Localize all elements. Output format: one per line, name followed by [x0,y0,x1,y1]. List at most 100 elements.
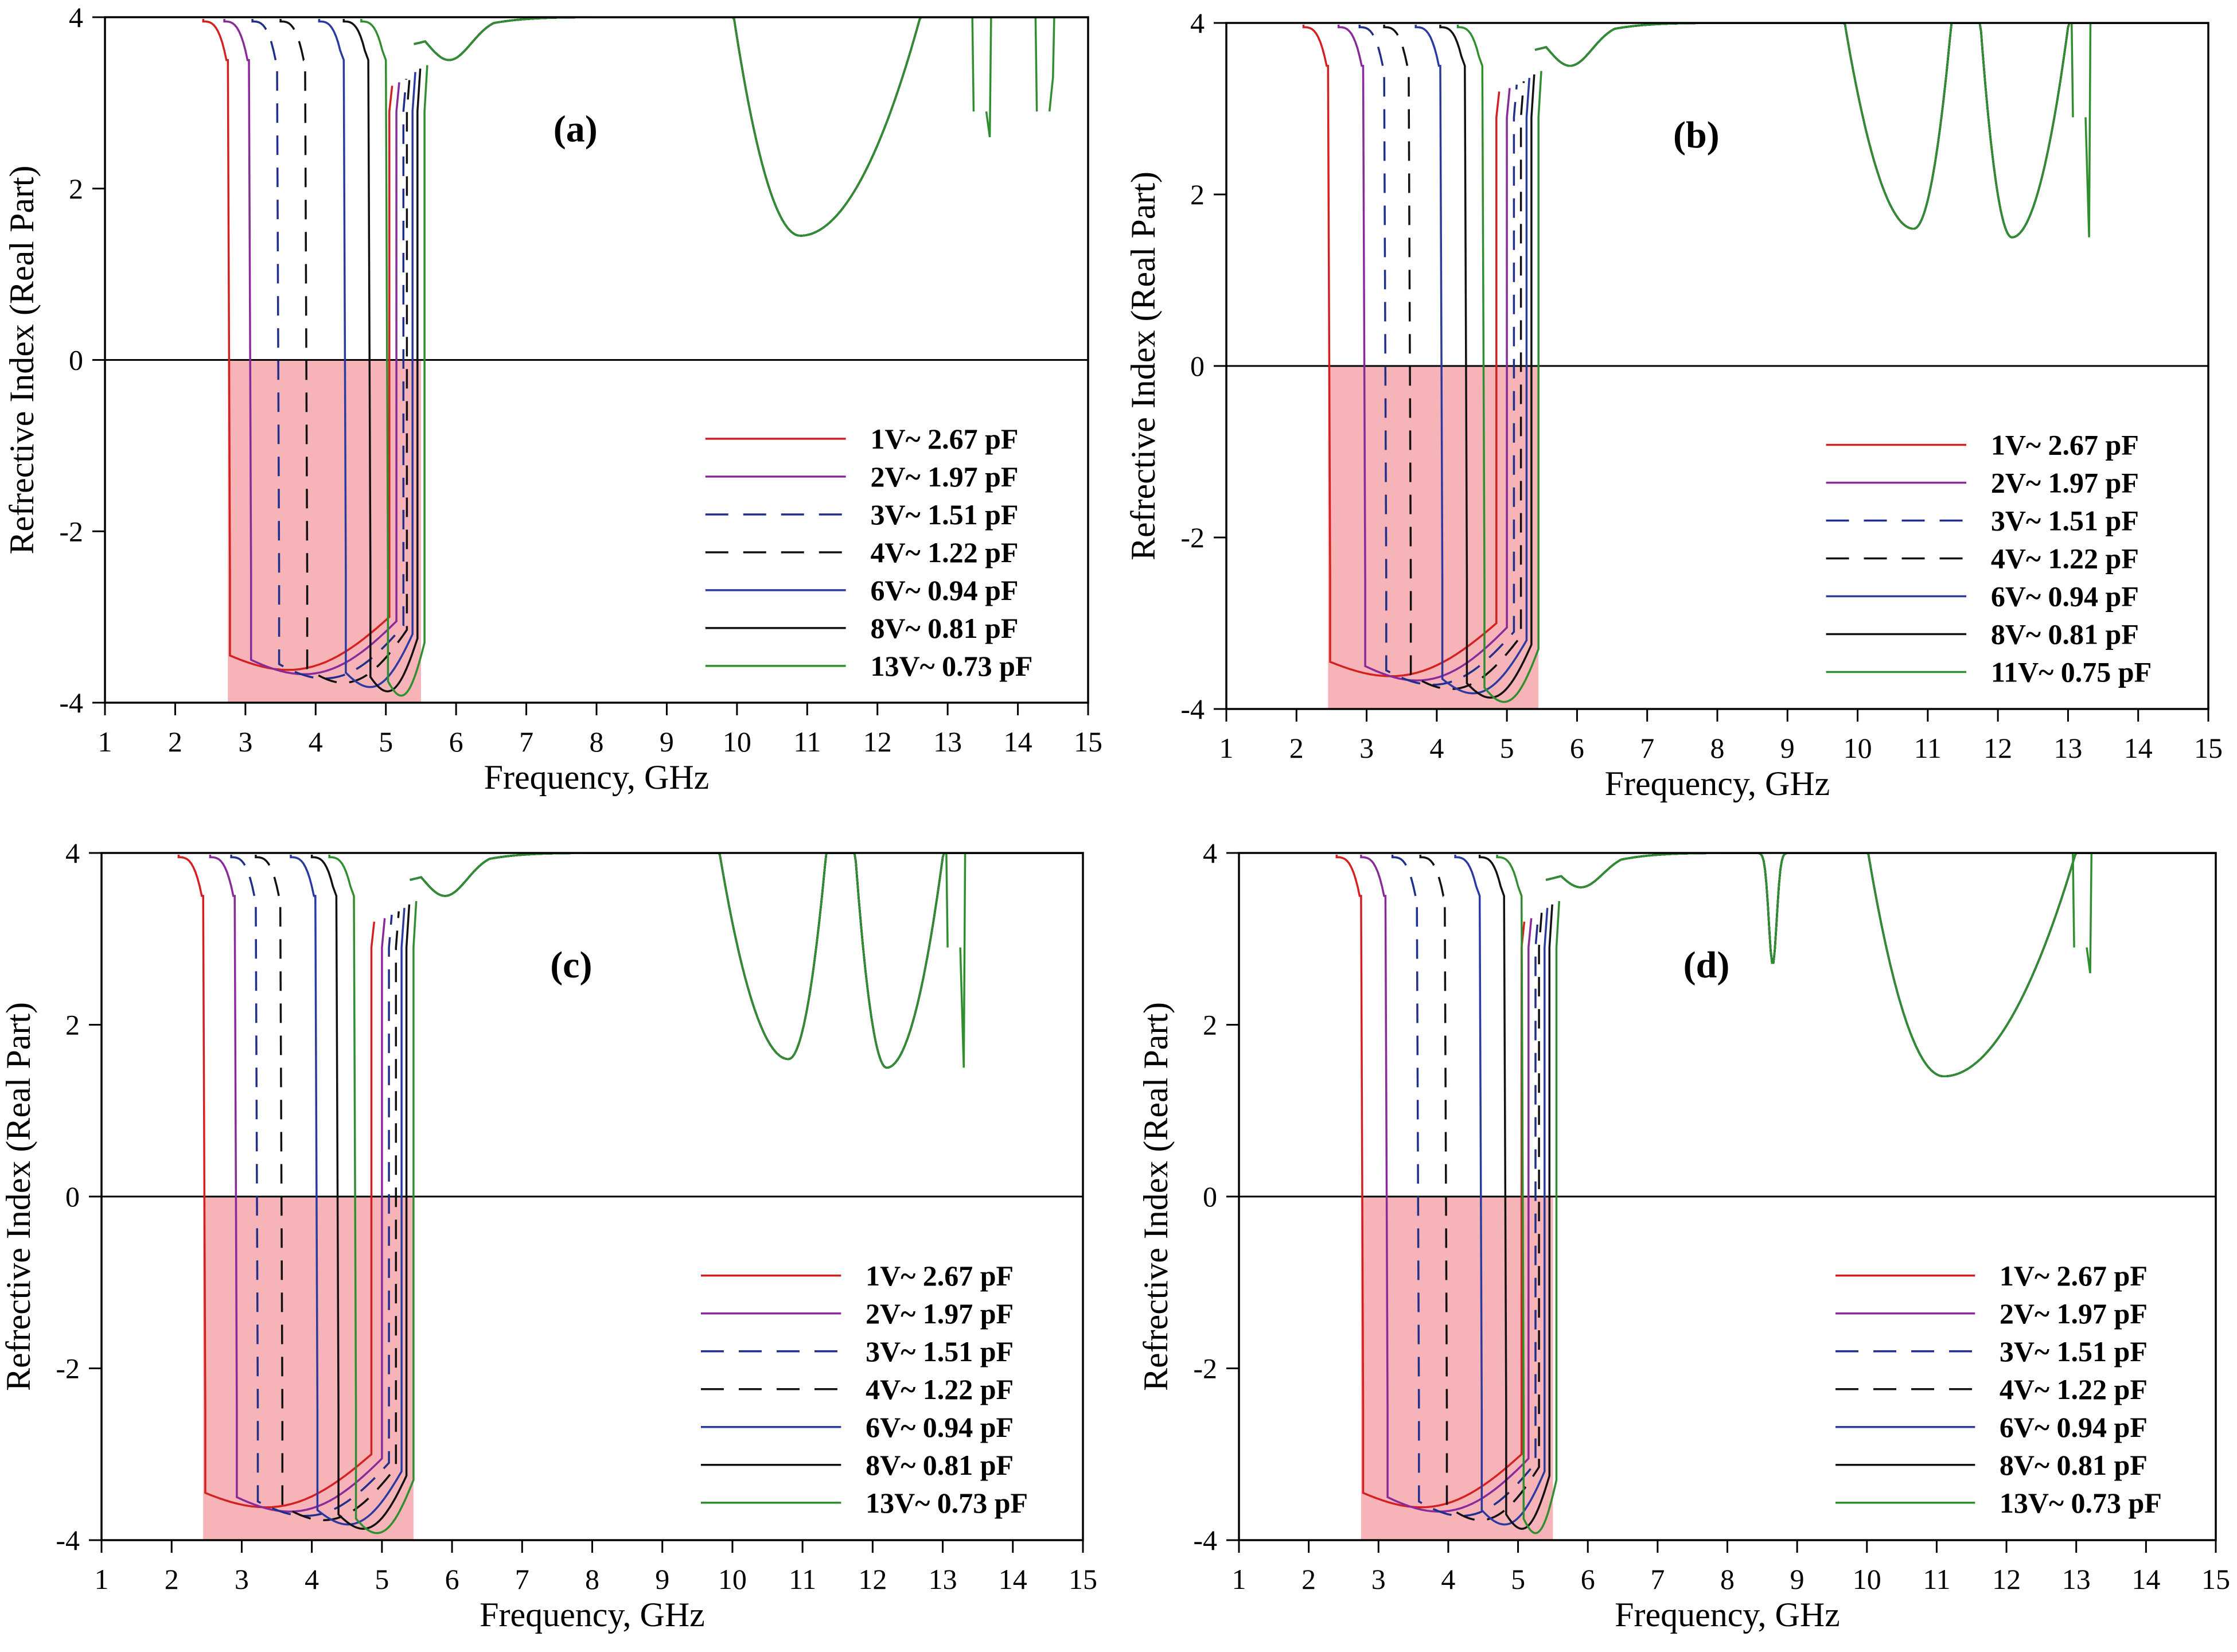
legend-label-2: 2V~ 1.97 pF [2000,1298,2148,1330]
legend: 1V~ 2.67 pF 2V~ 1.97 pF 3V~ 1.51 pF 4V~ 1.2… [1826,429,2152,688]
x-tick-label: 15 [2201,1563,2230,1595]
x-tick-label: 7 [1640,732,1654,764]
series-line-5 [1454,854,1549,1526]
x-tick-label: 11 [1923,1563,1950,1595]
y-axis-title: Refrective Index (Real Part) [0,1002,37,1391]
series-line-2 [223,18,400,676]
series-line-3 [230,854,393,1517]
step-feature-2 [1034,17,1055,112]
series-line-3 [251,18,407,680]
x-tick-label: 7 [1650,1563,1665,1595]
x-tick-label: 12 [863,726,892,758]
legend-label-5: 6V~ 0.94 pF [870,574,1018,606]
series-line-5 [1414,24,1531,695]
x-tick-label: 6 [445,1563,459,1595]
upper-curve-4 [414,17,1088,237]
legend-label-3: 3V~ 1.51 pF [2000,1335,2148,1367]
x-tick-label: 12 [1992,1563,2021,1595]
y-tick-label: 4 [69,1,83,33]
legend-label-4: 4V~ 1.22 pF [1991,543,2139,575]
series-line-7 [1456,24,1542,703]
series-line-6 [310,854,411,1530]
upper-curve-5 [410,853,1083,1069]
panel-label: (b) [1673,114,1720,156]
upper-curve-7 [414,17,1088,237]
upper-curve-7 [1534,23,2208,239]
y-tick-label: -2 [1180,521,1205,554]
legend-label-1: 1V~ 2.67 pF [866,1260,1014,1292]
upper-curve-1 [1545,853,2216,1078]
x-tick-label: 2 [1301,1563,1316,1595]
y-tick-label: 0 [69,344,83,376]
shaded-band [228,360,421,703]
x-tick-label: 9 [1790,1563,1805,1595]
series-line-4 [255,854,400,1521]
x-tick-label: 3 [235,1563,249,1595]
series-line-7 [1496,854,1561,1534]
step-feature-1 [971,17,992,138]
upper-curve-6 [1534,23,2208,239]
upper-curve-2 [414,17,1088,237]
legend-label-7: 13V~ 0.73 pF [2000,1487,2162,1519]
legend: 1V~ 2.67 pF 2V~ 1.97 pF 3V~ 1.51 pF 4V~ 1.2… [700,1260,1028,1519]
upper-curve-4 [1545,853,2216,1078]
legend-label-5: 6V~ 0.94 pF [2000,1411,2148,1443]
legend-label-1: 1V~ 2.67 pF [1991,429,2139,461]
y-tick-label: 0 [1203,1180,1217,1213]
x-tick-label: 8 [585,1563,599,1595]
upper-curve-3 [414,17,1088,237]
legend-label-2: 2V~ 1.97 pF [870,461,1018,493]
legend: 1V~ 2.67 pF 2V~ 1.97 pF 3V~ 1.51 pF 4V~ 1.2… [705,423,1032,682]
upper-curve-3 [410,853,1083,1069]
y-tick-label: -4 [1193,1524,1217,1556]
plot-area [177,853,1083,1534]
y-tick-label: 4 [1190,7,1205,39]
upper-curve-4 [410,853,1083,1069]
y-tick-label: 0 [1190,350,1205,382]
upper-curve-6 [410,853,1083,1069]
x-tick-label: 9 [655,1563,669,1595]
series-line-4 [1383,24,1525,691]
series-line-3 [1358,24,1518,686]
legend-label-4: 4V~ 1.22 pF [2000,1373,2148,1405]
legend-label-6: 8V~ 0.81 pF [2000,1449,2148,1481]
y-axis-title: Refrective Index (Real Part) [3,165,41,554]
step-feature-1 [2070,23,2092,237]
upper-curve-6 [414,17,1088,237]
x-tick-label: 2 [165,1563,179,1595]
y-tick-label: 4 [65,837,80,869]
upper-curve-2 [410,853,1083,1069]
x-tick-label: 10 [1844,732,1872,764]
x-tick-label: 2 [168,726,182,758]
panel-label: (d) [1683,944,1730,986]
upper-curve-1 [410,853,1083,1069]
legend: 1V~ 2.67 pF 2V~ 1.97 pF 3V~ 1.51 pF 4V~ 1.2… [1835,1260,2162,1519]
step-feature-1 [945,853,966,1068]
upper-curve-7 [410,853,1083,1069]
x-tick-label: 13 [2053,732,2082,764]
x-tick-label: 3 [238,726,252,758]
y-tick-label: 0 [65,1180,80,1213]
upper-curve-1 [1534,23,2208,239]
series-line-2 [209,854,386,1513]
upper-curve-5 [1534,23,2208,239]
legend-label-6: 8V~ 0.81 pF [870,612,1018,644]
series-line-6 [1478,854,1553,1530]
x-tick-label: 3 [1371,1563,1386,1595]
upper-curve-2 [1534,23,2208,239]
x-tick-label: 4 [1441,1563,1455,1595]
y-axis-title: Refrective Index (Real Part) [1124,172,1162,560]
x-axis-title: Frequency, GHz [484,758,710,796]
upper-curve-1 [414,17,1088,237]
x-tick-label: 3 [1359,732,1374,764]
legend-label-3: 3V~ 1.51 pF [866,1335,1014,1367]
plot-area [202,17,1088,697]
legend-label-7: 13V~ 0.73 pF [866,1487,1028,1519]
x-tick-label: 15 [1069,1563,1097,1595]
step-feature-1 [2072,853,2093,973]
x-tick-label: 13 [929,1563,957,1595]
upper-curve-5 [414,17,1088,237]
panel-label: (a) [554,108,598,150]
